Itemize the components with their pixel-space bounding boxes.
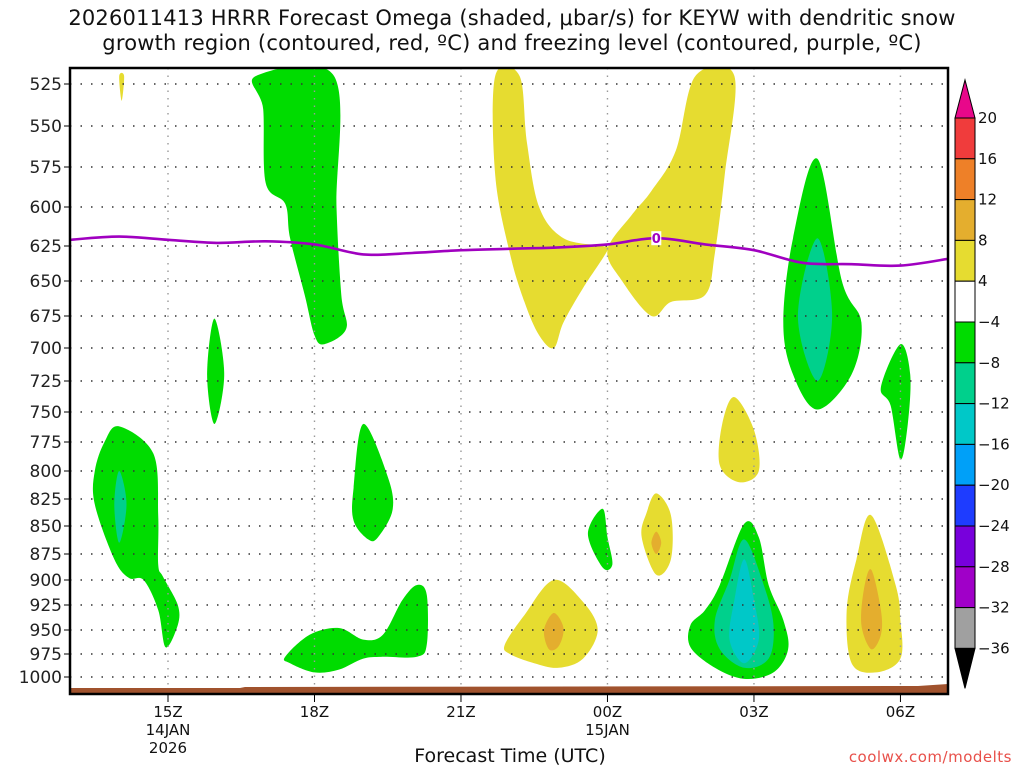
x-tick-label: 21Z (446, 703, 475, 721)
colorbar-bin (954, 403, 976, 445)
omega-region-green-column-17z (251, 68, 347, 345)
y-tick-label: 600 (30, 198, 62, 218)
freezing-level-layer: 0 (70, 231, 948, 268)
omega-region-yellow-v-right (607, 68, 736, 317)
colorbar-label: −4 (978, 313, 1000, 331)
colorbar-bin (954, 321, 976, 364)
colorbar-label: −28 (978, 558, 1010, 576)
colorbar-label: −8 (978, 354, 1000, 372)
y-tick-label: 650 (30, 272, 62, 292)
y-tick-label: 725 (30, 372, 62, 392)
colorbar-label: 16 (978, 150, 997, 168)
colorbar-bin (954, 280, 976, 323)
y-tick-label: 900 (30, 571, 62, 591)
y-tick-label: 550 (30, 117, 62, 137)
colorbar-label: −36 (978, 639, 1010, 657)
colorbar-bin (954, 484, 976, 527)
x-tick-sublabel: 2026 (149, 739, 187, 757)
chart-title: 2026011413 HRRR Forecast Omega (shaded, … (0, 6, 1024, 56)
y-tick-label: 975 (30, 645, 62, 665)
omega-region-green-blob-18z (283, 584, 428, 673)
credit-link[interactable]: coolwx.com/modelts (848, 748, 1012, 766)
omega-shading-layer (92, 68, 911, 680)
x-tick-sublabel: 15JAN (585, 721, 630, 739)
omega-region-green-sliver-06z (880, 344, 911, 460)
x-tick-label: 15Z (153, 703, 182, 721)
omega-region-orange-blob-22z (543, 612, 564, 651)
colorbar-bin (954, 78, 976, 119)
colorbar-label: −24 (978, 517, 1010, 535)
omega-region-green-drop-19z (352, 423, 394, 542)
title-line-1: 2026011413 HRRR Forecast Omega (shaded, … (68, 6, 956, 30)
colorbar-label: −12 (978, 395, 1010, 413)
omega-region-yellow-sliver-early (119, 72, 125, 101)
colorbar-label: 20 (978, 109, 997, 127)
y-tick-label: 625 (30, 237, 62, 257)
omega-region-teal-sliver-14z (114, 471, 127, 543)
y-tick-label: 925 (30, 596, 62, 616)
y-tick-label: 700 (30, 339, 62, 359)
y-tick-label: 775 (30, 433, 62, 453)
colorbar-label: −16 (978, 435, 1010, 453)
x-tick-label: 18Z (300, 703, 329, 721)
omega-region-orange-dot-25z (651, 531, 662, 554)
y-tick-label: 1000 (19, 668, 62, 688)
omega-region-teal-drop-04z (797, 238, 833, 381)
colorbar-bin (954, 199, 976, 241)
x-tick-label: 03Z (739, 703, 768, 721)
colorbar-bin (954, 239, 976, 282)
omega-region-green-blob-14z (92, 426, 180, 648)
omega-region-yellow-drop-02z (718, 397, 760, 483)
colorbar-bin (954, 117, 976, 160)
y-tick-label: 675 (30, 307, 62, 327)
y-tick-label: 800 (30, 462, 62, 482)
colorbar-label: −32 (978, 599, 1010, 617)
y-tick-label: 950 (30, 621, 62, 641)
omega-region-green-drop-23z (587, 508, 613, 571)
colorbar-label: 4 (978, 272, 988, 290)
y-axis: 525 550 575 600 625 650 675 700 725 750 775 800 825 8… (19, 75, 70, 688)
x-tick-sublabel: 14JAN (146, 721, 191, 739)
freezing-level-line (70, 235, 948, 268)
colorbar-bin (954, 647, 976, 689)
y-tick-label: 525 (30, 75, 62, 95)
y-tick-label: 875 (30, 545, 62, 565)
y-tick-label: 750 (30, 403, 62, 423)
colorbar-bin (954, 607, 976, 649)
colorbar-bin (954, 158, 976, 201)
y-tick-label: 850 (30, 517, 62, 537)
y-tick-label: 575 (30, 158, 62, 178)
colorbar-bin (954, 362, 976, 405)
y-tick-label: 825 (30, 490, 62, 510)
terrain-fill (70, 684, 948, 694)
freezing-level-label: 0 (652, 232, 661, 247)
terrain-layer (70, 684, 948, 694)
colorbar-bin (954, 443, 976, 486)
x-axis-label: Forecast Time (UTC) (414, 745, 606, 767)
x-tick-label: 06Z (886, 703, 915, 721)
freezing-level-label-bg (651, 231, 662, 246)
x-tick-label: 00Z (593, 703, 622, 721)
colorbar-label: 12 (978, 191, 997, 209)
colorbar-bin (954, 566, 976, 609)
colorbar-label: −20 (978, 476, 1010, 494)
omega-region-green-sliver-16z (207, 318, 225, 424)
colorbar-bin (954, 525, 976, 568)
omega-region-cyan-blob-02z (729, 559, 760, 664)
colorbar-label: 8 (978, 231, 988, 249)
omega-region-orange-drop-05z (861, 569, 883, 650)
colorbar: 20 16 12 8 4 −4 −8 −12 −16 −20 −24 −28 −32 −36 (954, 78, 1010, 689)
omega-region-yellow-v-left (492, 68, 610, 349)
title-line-2: growth region (contoured, red, ºC) and f… (102, 31, 922, 55)
